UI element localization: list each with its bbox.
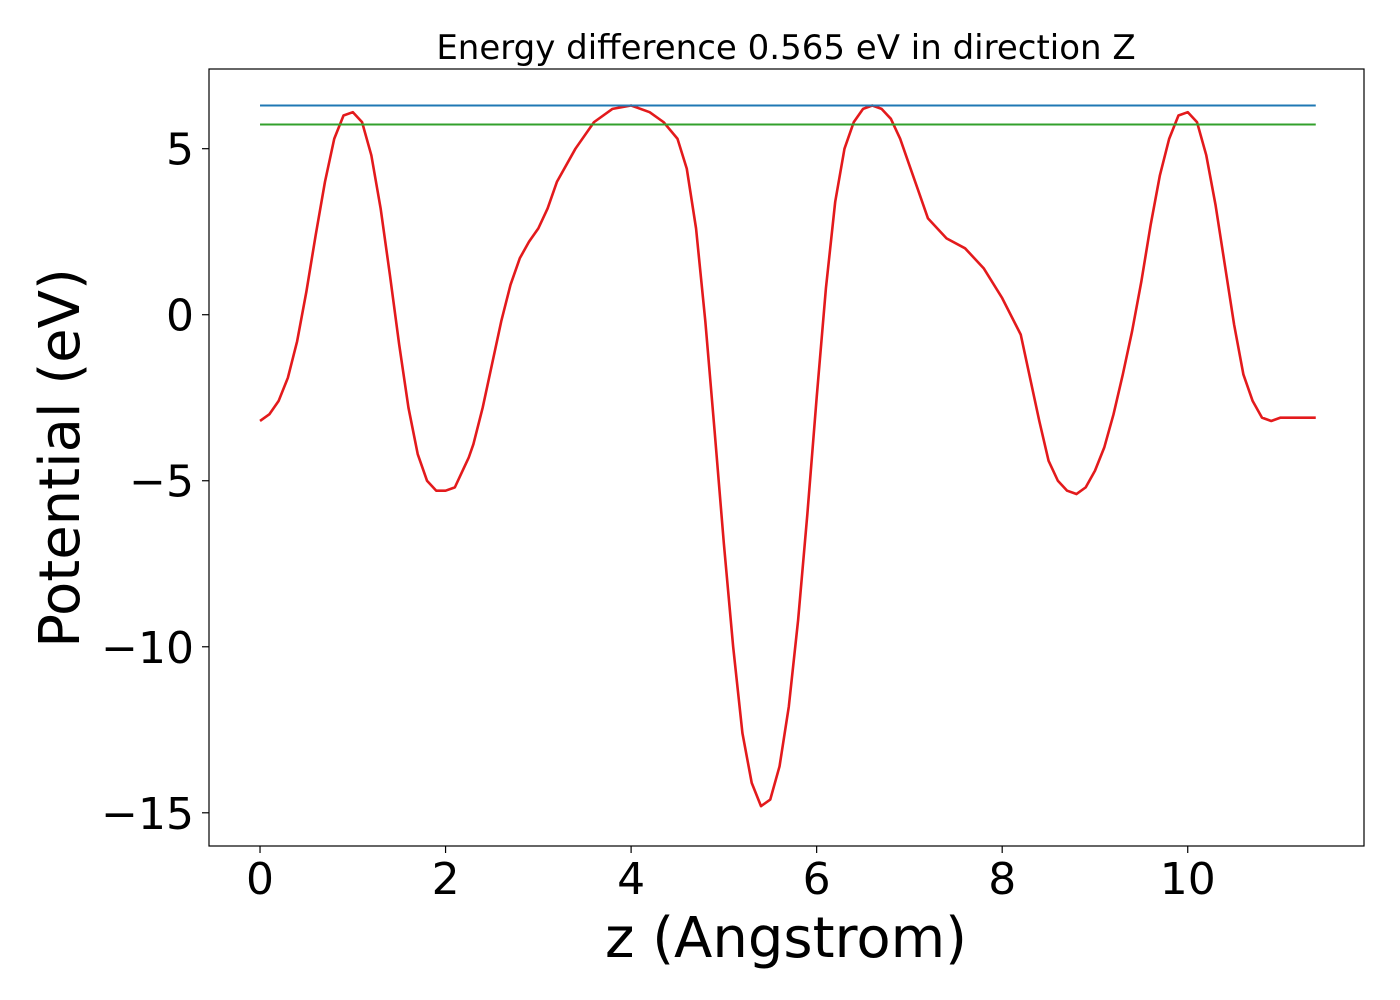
x-tick-label: 10 (1160, 854, 1216, 905)
chart-title: Energy difference 0.565 eV in direction … (436, 28, 1135, 68)
x-tick-label: 8 (988, 854, 1016, 905)
x-tick-label: 2 (432, 854, 460, 905)
x-tick-label: 4 (617, 854, 645, 905)
plot-area-frame (208, 68, 1365, 847)
y-tick-label: 5 (166, 125, 194, 176)
x-tick-label: 0 (246, 854, 274, 905)
series-line-potential (259, 104, 1316, 808)
series-layer (259, 104, 1316, 808)
x-axis: 0 2 4 6 8 10 (246, 846, 1216, 905)
y-tick-label: −5 (129, 457, 194, 508)
y-axis: 5 0 −5 −10 −15 (101, 125, 209, 840)
y-tick-label: −15 (101, 789, 194, 840)
y-tick-label: −10 (101, 623, 194, 674)
y-tick-label: 0 (166, 291, 194, 342)
y-axis-label: Potential (eV) (28, 268, 93, 648)
x-tick-label: 6 (803, 854, 831, 905)
x-axis-label: z (Angstrom) (605, 906, 967, 971)
